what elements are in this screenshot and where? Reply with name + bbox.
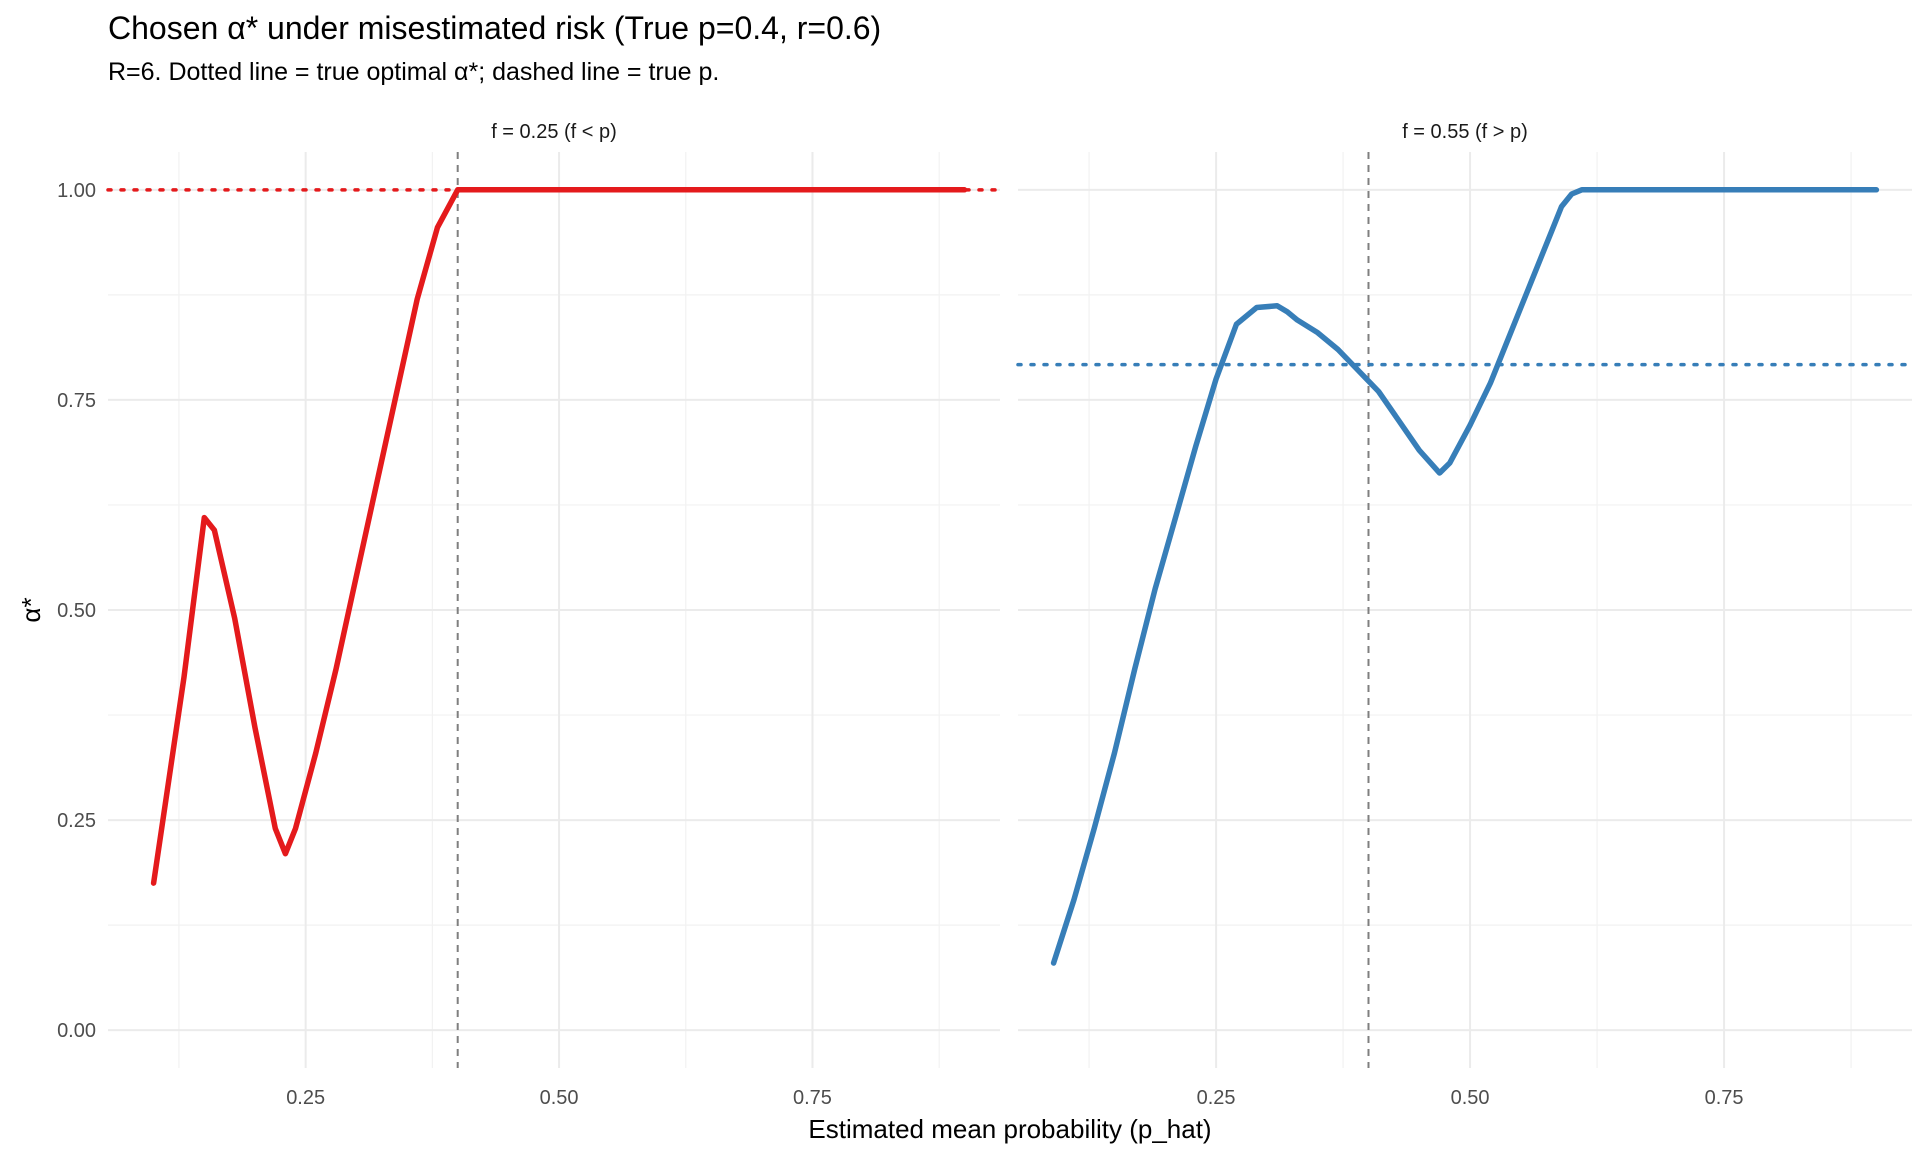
facet-panel: 0.25 0.50 0.75 f = 0.25 (f < p) bbox=[106, 121, 1002, 1109]
facet-panel: 0.25 0.50 0.75 f = 0.55 (f > p) bbox=[1016, 121, 1914, 1109]
chart-subtitle: R=6. Dotted line = true optimal α*; dash… bbox=[108, 58, 720, 86]
x-tick-label: 0.25 bbox=[1197, 1087, 1236, 1109]
y-tick-label: 1.00 bbox=[57, 180, 96, 202]
alpha-series-line bbox=[1050, 187, 1880, 966]
y-tick-label: 0.00 bbox=[57, 1020, 96, 1042]
facet-strip-label: f = 0.25 (f < p) bbox=[491, 121, 617, 143]
x-tick-label: 0.50 bbox=[540, 1087, 579, 1109]
x-tick-label: 0.75 bbox=[1705, 1087, 1744, 1109]
x-tick-label: 0.25 bbox=[286, 1087, 325, 1109]
x-axis-title: Estimated mean probability (p_hat) bbox=[808, 1114, 1211, 1144]
y-tick-label: 0.50 bbox=[57, 600, 96, 622]
x-tick-label: 0.50 bbox=[1451, 1087, 1490, 1109]
chart-title: Chosen α* under misestimated risk (True … bbox=[108, 10, 882, 46]
facet-strip-label: f = 0.55 (f > p) bbox=[1402, 121, 1528, 143]
alpha-series-line bbox=[150, 187, 968, 886]
y-tick-label: 0.25 bbox=[57, 810, 96, 832]
y-axis-title: α* bbox=[16, 597, 46, 622]
y-tick-label: 0.75 bbox=[57, 390, 96, 412]
x-tick-label: 0.75 bbox=[793, 1087, 832, 1109]
